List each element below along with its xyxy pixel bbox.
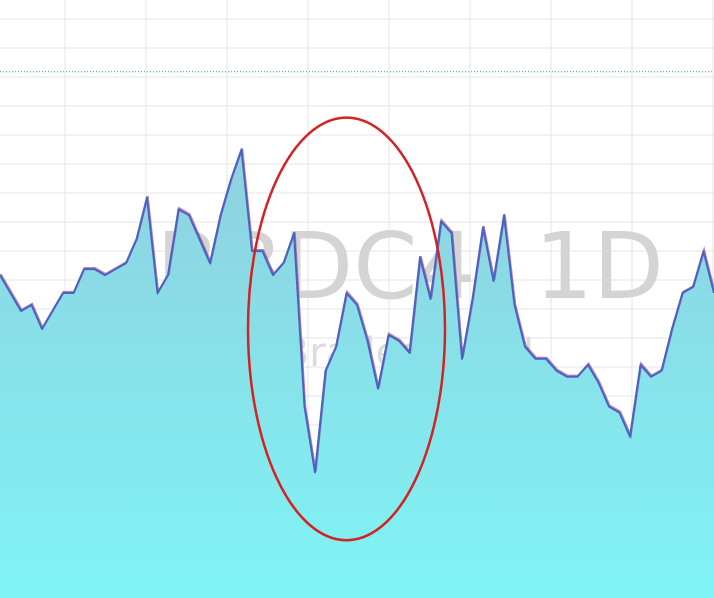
highlight-circle [246, 116, 447, 542]
price-area [0, 149, 714, 598]
price-line [0, 148, 714, 474]
